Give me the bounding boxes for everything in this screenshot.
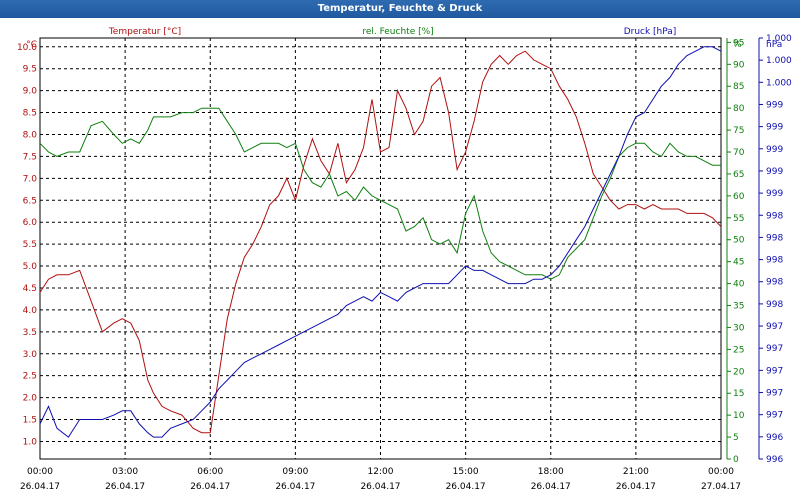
humidity-unit-label: % [733,40,742,50]
temperature-tick-label: 9.0 [23,87,38,97]
x-tick-date-label: 26.04.17 [275,482,315,492]
pressure-tick-label: 997 [766,411,783,421]
pressure-tick-label: 996 [766,455,783,465]
humidity-tick-label: 50 [733,236,745,246]
temperature-series-line [39,50,722,434]
pressure-tick-label: 998 [766,278,783,288]
humidity-tick-label: 40 [733,280,745,290]
humidity-series-line [39,107,721,280]
pressure-tick-label: 997 [766,344,783,354]
x-tick-date-label: 26.04.17 [616,482,656,492]
temperature-tick-label: 4.5 [23,284,37,294]
temperature-tick-label: 6.0 [23,218,38,228]
pressure-tick-label: 998 [766,211,783,221]
humidity-tick-label: 80 [733,104,745,114]
x-tick-date-label: 26.04.17 [360,482,400,492]
humidity-tick-label: 45 [733,258,744,268]
humidity-tick-label: 30 [733,323,745,333]
x-tick-time-label: 06:00 [197,467,223,477]
multi-axis-line-chart: 00:00 26.04.17 03:00 26.04.17 06:00 26.04.17 0… [17,27,792,492]
x-tick-date-label: 26.04.17 [190,482,230,492]
pressure-tick-label: 1.000 [766,78,792,88]
pressure-tick-label: 997 [766,366,783,376]
temperature-tick-label: 5.5 [23,240,37,250]
temperature-tick-label: 2.5 [23,372,37,382]
humidity-tick-label: 70 [733,148,745,158]
pressure-tick-label: 999 [766,123,783,133]
humidity-tick-label: 0 [733,455,739,465]
x-tick-date-label: 27.04.17 [701,482,741,492]
pressure-series-line [39,46,722,438]
pressure-axis-title: Druck [hPa] [624,27,677,37]
humidity-axis-title: rel. Feuchte [%] [362,27,433,37]
humidity-tick-label: 5 [733,433,739,443]
pressure-tick-label: 996 [766,433,783,443]
pressure-tick-label: 997 [766,322,783,332]
pressure-tick-label: 999 [766,145,783,155]
x-tick-date-label: 26.04.17 [20,482,60,492]
x-tick-time-label: 15:00 [453,467,479,477]
humidity-tick-label: 60 [733,192,745,202]
pressure-unit-label: hPa [766,40,782,50]
pressure-tick-label: 999 [766,167,783,177]
temperature-tick-label: 7.0 [23,174,38,184]
temperature-tick-label: 10.0 [17,43,37,53]
temperature-tick-label: 2.0 [23,394,38,404]
x-tick-date-label: 26.04.17 [531,482,571,492]
humidity-tick-label: 75 [733,126,744,136]
pressure-tick-label: 998 [766,256,783,266]
x-tick-date-label: 26.04.17 [105,482,145,492]
temperature-tick-label: 7.5 [23,152,37,162]
pressure-tick-label: 998 [766,300,783,310]
x-tick-time-label: 00:00 [708,467,734,477]
window-title: Temperatur, Feuchte & Druck [0,0,800,18]
x-tick-time-label: 21:00 [623,467,649,477]
humidity-tick-label: 90 [733,60,745,70]
temperature-tick-label: 1.0 [23,437,38,447]
temperature-tick-label: 3.0 [23,350,38,360]
chart-area: 00:00 26.04.17 03:00 26.04.17 06:00 26.04.17 0… [0,18,800,500]
x-tick-time-label: 00:00 [27,467,53,477]
x-tick-time-label: 18:00 [538,467,564,477]
temperature-tick-label: 1.5 [23,416,37,426]
temperature-tick-label: 5.0 [23,262,38,272]
temperature-tick-label: 4.0 [23,306,38,316]
pressure-tick-label: 999 [766,189,783,199]
temperature-axis-title: Temperatur [°C] [108,27,181,37]
humidity-tick-label: 20 [733,367,745,377]
pressure-tick-label: 1.000 [766,56,792,66]
temperature-unit-label: °C [26,40,37,50]
x-tick-time-label: 09:00 [282,467,308,477]
humidity-tick-label: 15 [733,389,744,399]
pressure-tick-label: 999 [766,100,783,110]
pressure-tick-label: 1.000 [766,34,792,44]
humidity-tick-label: 55 [733,214,744,224]
x-tick-time-label: 03:00 [112,467,138,477]
temperature-tick-label: 6.5 [23,196,37,206]
humidity-tick-label: 85 [733,82,744,92]
humidity-tick-label: 95 [733,38,744,48]
temperature-tick-label: 8.5 [23,109,37,119]
humidity-tick-label: 65 [733,170,744,180]
humidity-tick-label: 10 [733,411,745,421]
temperature-tick-label: 8.0 [23,130,38,140]
pressure-tick-label: 997 [766,389,783,399]
humidity-tick-label: 35 [733,302,744,312]
x-tick-date-label: 26.04.17 [446,482,486,492]
x-tick-time-label: 12:00 [368,467,394,477]
temperature-tick-label: 3.5 [23,328,37,338]
humidity-tick-label: 25 [733,345,744,355]
pressure-tick-label: 998 [766,233,783,243]
temperature-tick-label: 9.5 [23,65,37,75]
